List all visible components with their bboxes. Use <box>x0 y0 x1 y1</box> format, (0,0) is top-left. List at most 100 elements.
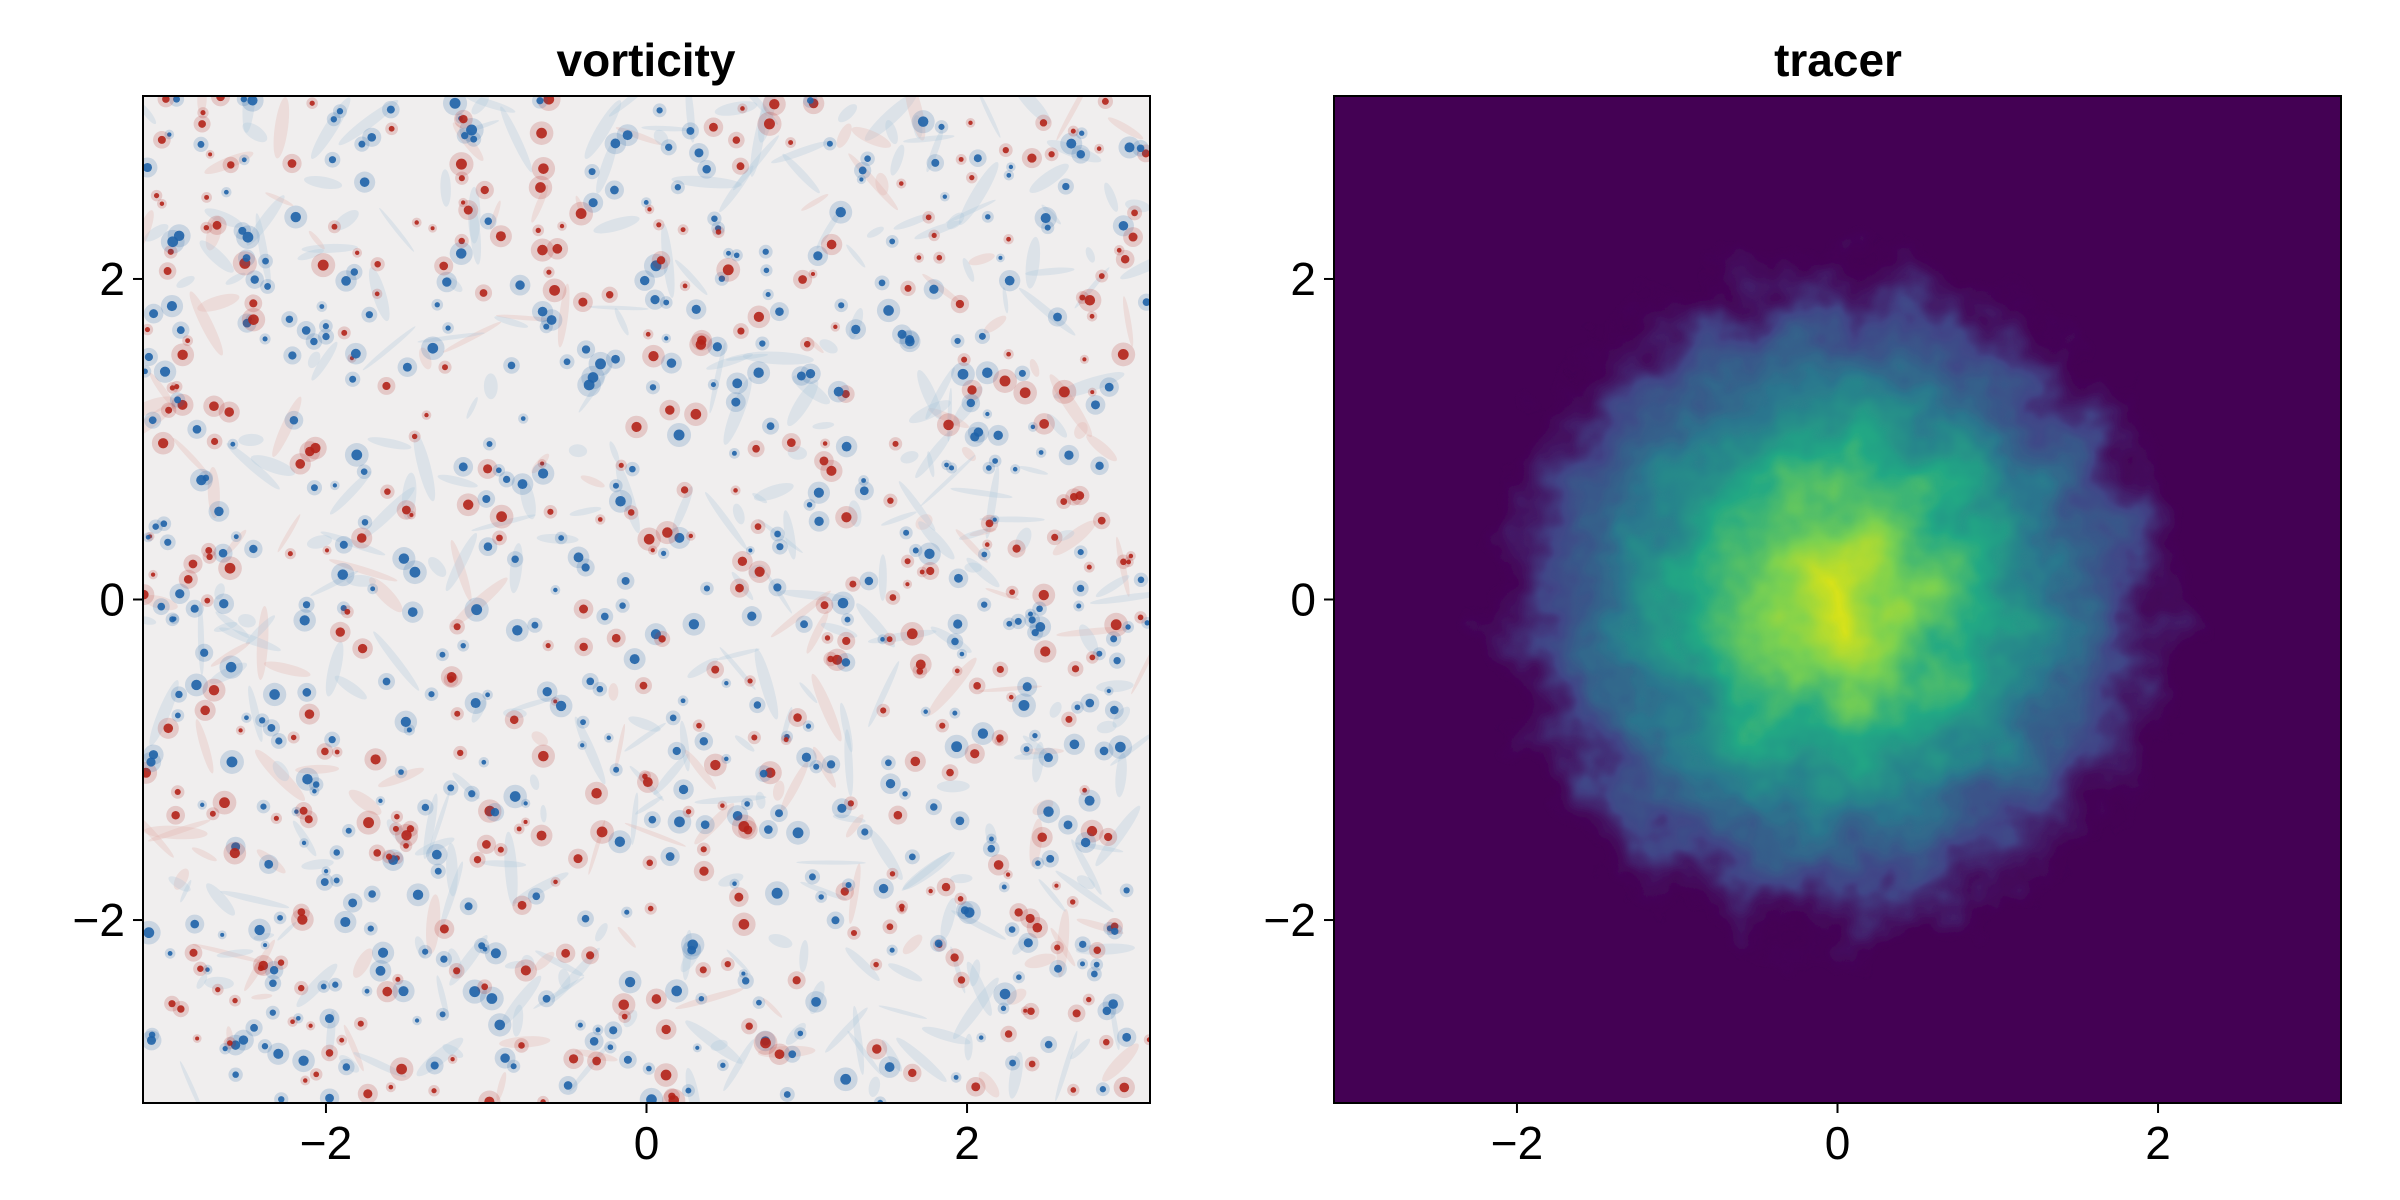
vortex-positive <box>325 1049 334 1057</box>
vortex-negative <box>143 162 153 173</box>
vortex-negative <box>269 1009 276 1016</box>
vortex-positive <box>984 542 990 547</box>
vortex-halo <box>873 1096 887 1103</box>
vorticity-filament <box>339 1055 360 1073</box>
vorticity-filament <box>580 475 605 488</box>
vorticity-filament <box>1107 117 1144 140</box>
vortex-negative <box>486 993 498 1004</box>
vorticity-filament <box>292 820 317 857</box>
vorticity-filament <box>308 230 325 250</box>
vorticity-filament <box>820 622 858 638</box>
vortex-negative <box>774 809 784 818</box>
vortex-positive <box>204 597 211 604</box>
vortex-positive <box>335 627 345 637</box>
vortex-negative <box>783 1091 791 1098</box>
vortex-positive <box>460 200 466 205</box>
vortex-positive <box>520 965 531 976</box>
vortex-negative <box>733 252 740 259</box>
vorticity-filament <box>869 829 903 880</box>
vorticity-filament <box>684 749 717 790</box>
vortex-positive <box>651 994 662 1004</box>
vortex-positive <box>496 534 503 542</box>
vortex-positive <box>950 953 959 962</box>
vortex-negative <box>1032 732 1038 739</box>
vortex-positive <box>538 750 549 762</box>
vortex-negative <box>1108 999 1118 1009</box>
vorticity-filament <box>445 532 478 592</box>
vorticity-filament <box>225 529 247 555</box>
vortex-positive <box>597 517 603 522</box>
vortex-negative <box>531 621 539 629</box>
vortex-negative <box>711 215 718 222</box>
vortex-positive <box>295 459 306 469</box>
vortex-negative <box>520 416 526 421</box>
vorticity-filament <box>311 341 338 381</box>
vortex-positive <box>406 825 415 833</box>
vorticity-filament <box>969 959 981 987</box>
vortex-negative <box>1030 424 1036 430</box>
vortex-positive <box>886 923 894 931</box>
vortex-negative <box>555 700 567 712</box>
vortex-positive <box>297 908 306 916</box>
vortex-negative <box>148 416 157 425</box>
vortex-negative <box>809 873 816 881</box>
vortex-negative <box>993 430 1003 441</box>
vortex-positive <box>997 738 1002 743</box>
vortex-positive <box>724 960 731 968</box>
vortex-positive <box>916 255 922 260</box>
vorticity-filament <box>714 101 758 116</box>
vortex-positive <box>1120 255 1130 264</box>
vorticity-filament <box>838 104 858 123</box>
vortex-positive <box>699 966 707 974</box>
vortex-positive <box>696 722 702 729</box>
vortex-negative <box>949 465 955 471</box>
vorticity-filament <box>254 749 306 802</box>
vorticity-filament <box>885 119 898 145</box>
vorticity-filament <box>367 437 412 450</box>
vortex-negative <box>931 158 940 167</box>
vortex-negative <box>826 760 836 769</box>
vortex-negative <box>621 576 630 585</box>
vorticity-filament <box>811 673 842 742</box>
vorticity-filament <box>609 441 620 464</box>
vortex-positive <box>153 192 160 199</box>
vorticity-filament <box>758 96 776 143</box>
vortex-negative <box>164 538 172 546</box>
vortex-positive <box>783 737 789 743</box>
vortex-negative <box>731 450 737 456</box>
vortex-positive <box>1028 1060 1036 1068</box>
vorticity-filament <box>723 1039 755 1092</box>
vortex-negative <box>577 1022 583 1028</box>
vortex-negative <box>672 746 681 756</box>
vorticity-filament <box>509 543 523 594</box>
vorticity-filament <box>781 706 793 741</box>
vorticity-filament <box>348 789 382 815</box>
vorticity-background <box>143 96 1150 1103</box>
vortex-positive <box>592 1056 601 1066</box>
vorticity-filament <box>881 511 917 526</box>
vorticity-filament <box>569 1042 611 1092</box>
vortex-positive <box>1002 146 1009 154</box>
vortex-positive <box>954 668 960 674</box>
vortex-positive <box>1128 232 1138 242</box>
vortex-negative <box>765 291 771 298</box>
vortex-positive <box>392 825 399 832</box>
vorticity-filament <box>529 774 540 791</box>
vortex-positive <box>697 335 707 345</box>
vortex-negative <box>509 791 521 802</box>
vorticity-filament <box>706 353 753 370</box>
vortex-negative <box>348 898 358 908</box>
vorticity-filament <box>423 793 438 859</box>
vorticity-filament <box>1095 575 1130 598</box>
vorticity-filament <box>950 487 1013 499</box>
vortex-positive <box>1141 149 1150 158</box>
vorticity-filament <box>732 503 745 525</box>
vorticity-filament <box>296 963 338 1008</box>
vorticity-filament <box>732 135 779 191</box>
vorticity-filament <box>755 791 766 809</box>
vortex-negative <box>1035 860 1041 866</box>
vortex-negative <box>1122 1032 1132 1042</box>
vortex-positive <box>642 777 653 788</box>
vortex-positive <box>1037 832 1047 843</box>
vortex-negative <box>337 569 349 580</box>
